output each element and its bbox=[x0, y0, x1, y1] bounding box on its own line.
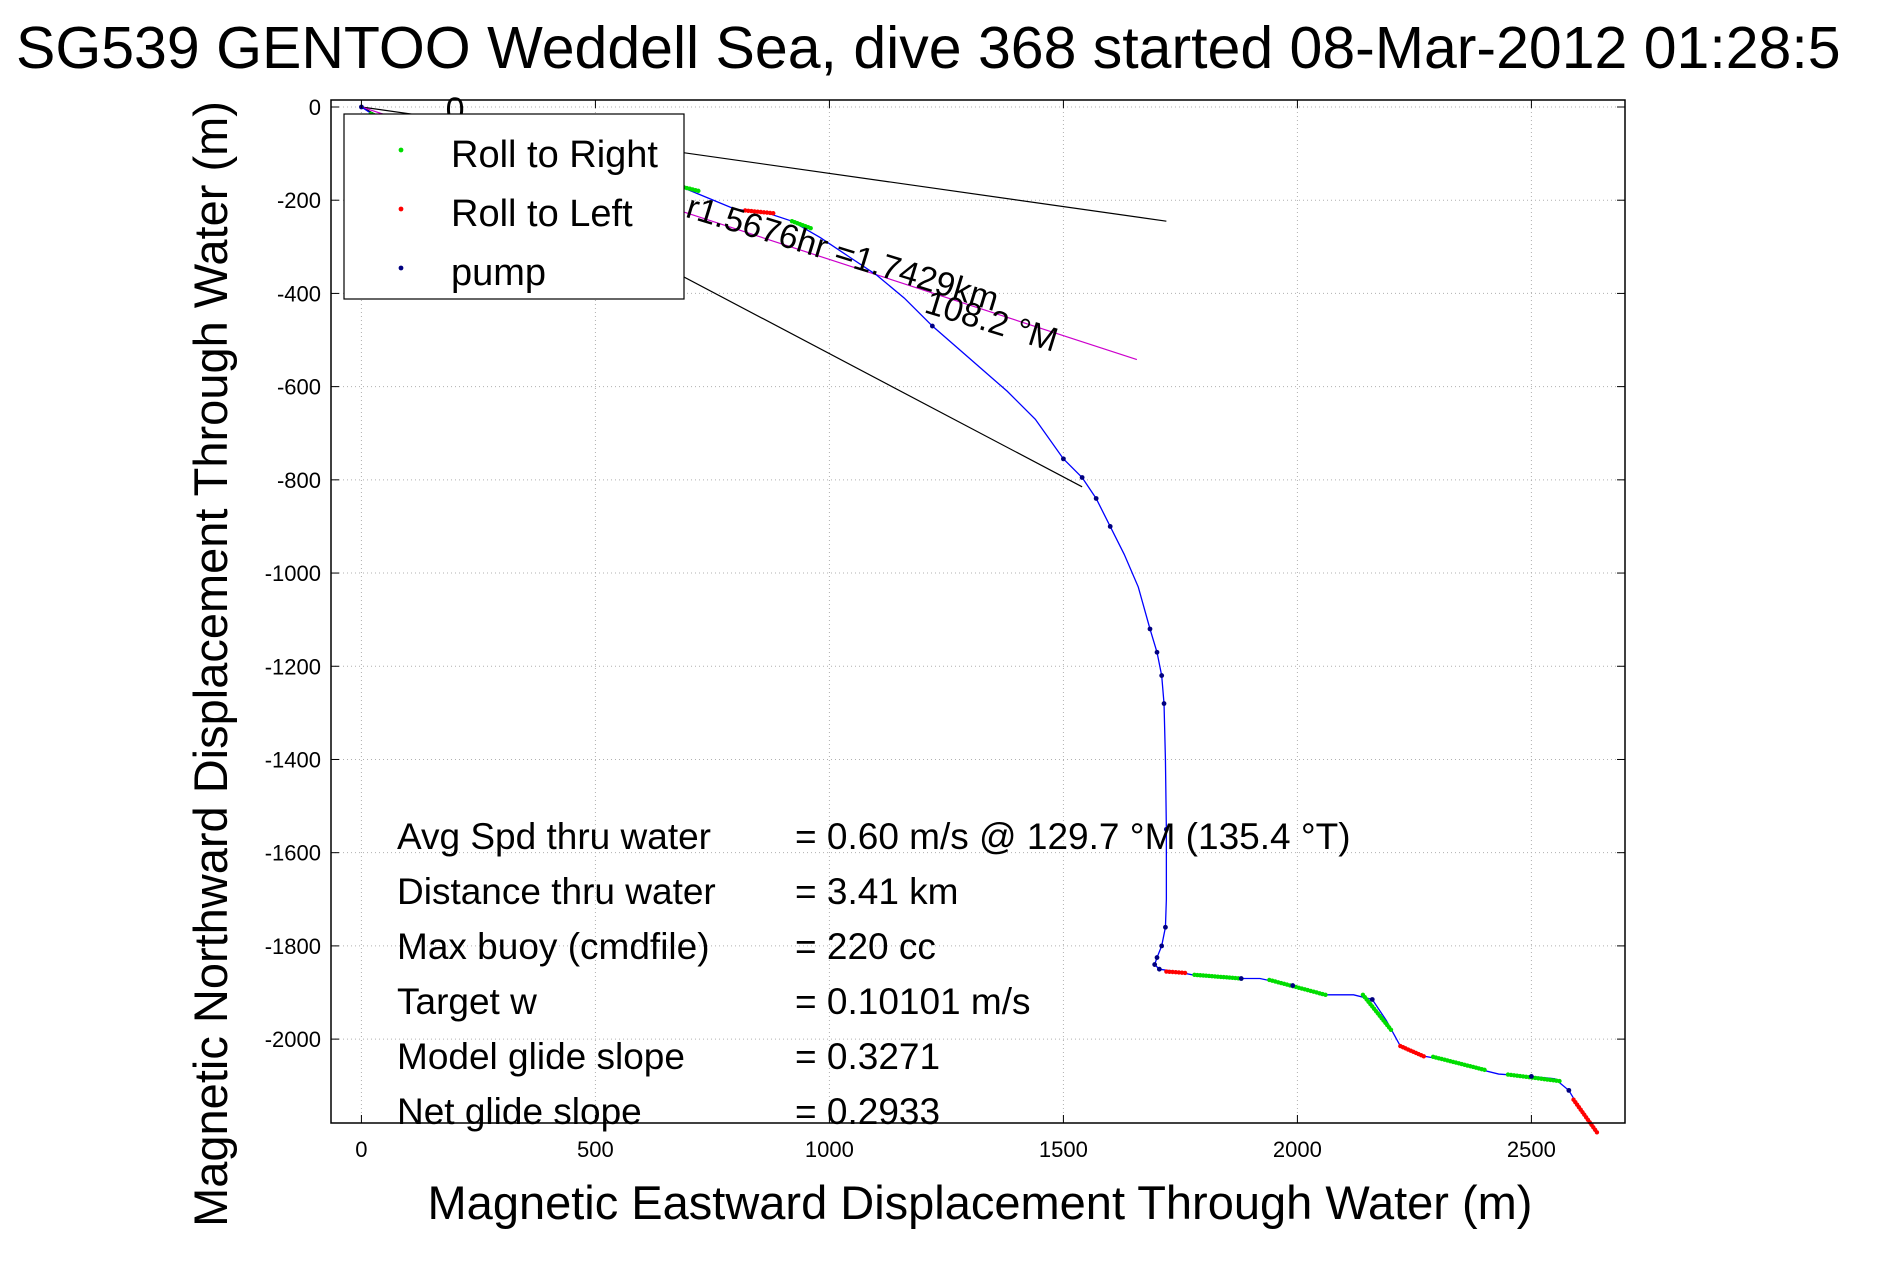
stat-label: Target w bbox=[397, 981, 537, 1022]
y-tick-label: -800 bbox=[277, 468, 321, 493]
pump-point bbox=[1369, 997, 1375, 1002]
stat-label: Avg Spd thru water bbox=[397, 816, 711, 857]
x-tick-label: 1000 bbox=[805, 1137, 854, 1162]
pump-point bbox=[1161, 701, 1167, 706]
legend-marker bbox=[398, 147, 404, 153]
pump-point bbox=[1093, 496, 1099, 501]
pump-point bbox=[1061, 456, 1066, 462]
roll-right-mark bbox=[808, 225, 813, 231]
plot-frame bbox=[330, 99, 1626, 1124]
x-tick-label: 2500 bbox=[1507, 1137, 1556, 1162]
roll-right-mark bbox=[696, 188, 701, 194]
roll-left-mark bbox=[771, 211, 776, 216]
y-axis-label: Magnetic Northward Displacement Through … bbox=[184, 101, 237, 1227]
pump-point bbox=[1107, 524, 1113, 529]
y-tick-label: -400 bbox=[277, 281, 321, 306]
x-tick-label: 2000 bbox=[1273, 1137, 1322, 1162]
legend-marker bbox=[398, 206, 404, 212]
stat-value: = 220 cc bbox=[795, 926, 936, 967]
y-tick-label: -1600 bbox=[265, 841, 321, 866]
stat-value: = 0.10101 m/s bbox=[795, 981, 1031, 1022]
roll-left-mark bbox=[1421, 1054, 1426, 1059]
roll-left-mark bbox=[1594, 1130, 1600, 1135]
stat-value: = 0.60 m/s @ 129.7 °M (135.4 °T) bbox=[795, 816, 1351, 857]
pump-point bbox=[1238, 976, 1244, 981]
y-tick-label: -1000 bbox=[265, 561, 321, 586]
chart-title: SG539 GENTOO Weddell Sea, dive 368 start… bbox=[16, 15, 1841, 81]
stat-value: = 3.41 km bbox=[795, 871, 959, 912]
roll-right-mark bbox=[1482, 1067, 1487, 1073]
pump-point bbox=[1529, 1073, 1534, 1079]
roll-right-mark bbox=[1557, 1078, 1562, 1084]
grid bbox=[331, 100, 1625, 1123]
legend-label: pump bbox=[451, 252, 546, 294]
stats-block: Avg Spd thru water = 0.60 m/s @ 129.7 °M … bbox=[397, 816, 1351, 1132]
pump-point bbox=[1156, 966, 1162, 972]
pump-point bbox=[1163, 826, 1169, 832]
legend-label: Roll to Left bbox=[451, 193, 633, 235]
legend-label: Roll to Right bbox=[451, 134, 658, 176]
pump-point bbox=[1290, 983, 1296, 988]
stat-label: Model glide slope bbox=[397, 1036, 685, 1077]
pump-point bbox=[1147, 626, 1153, 632]
pump-point bbox=[1159, 943, 1165, 949]
stat-label: Net glide slope bbox=[397, 1091, 642, 1132]
y-tick-label: -2000 bbox=[265, 1027, 321, 1052]
stat-label: Max buoy (cmdfile) bbox=[397, 926, 710, 967]
stat-value: = 0.3271 bbox=[795, 1036, 940, 1077]
x-tick-label: 1500 bbox=[1039, 1137, 1088, 1162]
x-tick-label: 500 bbox=[577, 1137, 614, 1162]
y-tick-label: -1800 bbox=[265, 934, 321, 959]
pump-point bbox=[1079, 475, 1085, 480]
roll-right-mark bbox=[1323, 992, 1328, 998]
pump-point bbox=[1154, 649, 1160, 655]
pump-point bbox=[1154, 955, 1160, 960]
roll-right-mark bbox=[1388, 1027, 1394, 1032]
x-tick-label: 0 bbox=[355, 1137, 367, 1162]
pump-point bbox=[1159, 673, 1165, 678]
pump-point bbox=[929, 323, 935, 329]
stat-value: = 0.2933 bbox=[795, 1091, 940, 1132]
y-tick-label: -200 bbox=[277, 188, 321, 213]
pump-point bbox=[1163, 924, 1168, 930]
x-axis-label: Magnetic Eastward Displacement Through W… bbox=[428, 1176, 1533, 1229]
ticks: 0 500 1000 1500 2000 2500 0 -200 -400 -600 -800 -10… bbox=[265, 95, 1625, 1162]
legend-marker bbox=[398, 265, 404, 271]
pump-point bbox=[1152, 962, 1158, 967]
roll-left-mark bbox=[1182, 970, 1188, 976]
y-tick-label: -1200 bbox=[265, 654, 321, 679]
y-tick-label: 0 bbox=[309, 95, 321, 120]
legend: Roll to Right Roll to Left pump bbox=[343, 113, 685, 300]
pump-point bbox=[1566, 1087, 1572, 1093]
y-tick-label: -1400 bbox=[265, 747, 321, 772]
stat-label: Distance thru water bbox=[397, 871, 716, 912]
y-tick-label: -600 bbox=[277, 375, 321, 400]
